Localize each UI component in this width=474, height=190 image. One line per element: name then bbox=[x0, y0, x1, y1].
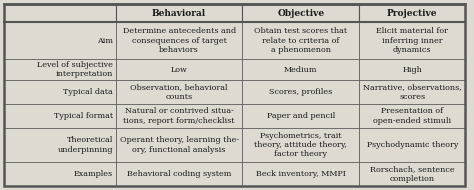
Bar bbox=[242, 4, 359, 22]
Bar bbox=[4, 22, 116, 59]
Text: Aim: Aim bbox=[97, 36, 113, 44]
Text: Paper and pencil: Paper and pencil bbox=[267, 112, 335, 120]
Bar bbox=[4, 4, 116, 22]
Bar bbox=[116, 128, 242, 162]
Bar bbox=[359, 104, 465, 128]
Bar bbox=[242, 162, 359, 186]
Text: Theoretical
underpinning: Theoretical underpinning bbox=[57, 136, 113, 154]
Bar bbox=[242, 22, 359, 59]
Text: Natural or contrived situa-
tions, report form/checklist: Natural or contrived situa- tions, repor… bbox=[123, 107, 235, 124]
Bar bbox=[4, 128, 116, 162]
Text: Behavioral coding system: Behavioral coding system bbox=[127, 170, 231, 178]
Text: Operant theory, learning the-
ory, functional analysis: Operant theory, learning the- ory, funct… bbox=[119, 136, 239, 154]
Bar bbox=[359, 80, 465, 104]
Bar bbox=[359, 59, 465, 80]
Bar bbox=[116, 104, 242, 128]
Bar bbox=[359, 128, 465, 162]
Text: Elicit material for
inferring inner
dynamics: Elicit material for inferring inner dyna… bbox=[376, 27, 448, 54]
Text: Scores, profiles: Scores, profiles bbox=[269, 88, 332, 96]
Bar bbox=[242, 104, 359, 128]
Text: Examples: Examples bbox=[74, 170, 113, 178]
Bar bbox=[116, 59, 242, 80]
Bar bbox=[4, 162, 116, 186]
Text: High: High bbox=[402, 66, 422, 74]
Bar bbox=[4, 80, 116, 104]
Text: Rorschach, sentence
completion: Rorschach, sentence completion bbox=[370, 165, 455, 183]
Bar bbox=[242, 59, 359, 80]
Text: Typical format: Typical format bbox=[54, 112, 113, 120]
Text: Observation, behavioral
counts: Observation, behavioral counts bbox=[130, 83, 228, 101]
Text: Beck inventory, MMPI: Beck inventory, MMPI bbox=[256, 170, 346, 178]
Text: Obtain test scores that
relate to criteria of
a phenomenon: Obtain test scores that relate to criter… bbox=[254, 27, 347, 54]
Text: Determine antecedents and
consequences of target
behaviors: Determine antecedents and consequences o… bbox=[123, 27, 236, 54]
Bar bbox=[116, 80, 242, 104]
Text: Psychometrics, trait
theory, attitude theory,
factor theory: Psychometrics, trait theory, attitude th… bbox=[255, 132, 347, 158]
Text: Level of subjective
interpretation: Level of subjective interpretation bbox=[37, 61, 113, 78]
Text: Projective: Projective bbox=[387, 9, 438, 17]
Text: Presentation of
open-ended stimuli: Presentation of open-ended stimuli bbox=[373, 107, 451, 124]
Bar bbox=[359, 162, 465, 186]
Bar bbox=[359, 22, 465, 59]
Bar bbox=[116, 22, 242, 59]
Bar bbox=[242, 80, 359, 104]
Text: Psychodynamic theory: Psychodynamic theory bbox=[366, 141, 458, 149]
Text: Objective: Objective bbox=[277, 9, 324, 17]
Bar bbox=[4, 59, 116, 80]
Text: Typical data: Typical data bbox=[63, 88, 113, 96]
Bar bbox=[242, 128, 359, 162]
Bar bbox=[4, 104, 116, 128]
Bar bbox=[116, 162, 242, 186]
Text: Behavioral: Behavioral bbox=[152, 9, 206, 17]
Bar bbox=[116, 4, 242, 22]
Text: Low: Low bbox=[171, 66, 188, 74]
Bar bbox=[359, 4, 465, 22]
Text: Medium: Medium bbox=[284, 66, 318, 74]
Text: Narrative, observations,
scores: Narrative, observations, scores bbox=[363, 83, 462, 101]
